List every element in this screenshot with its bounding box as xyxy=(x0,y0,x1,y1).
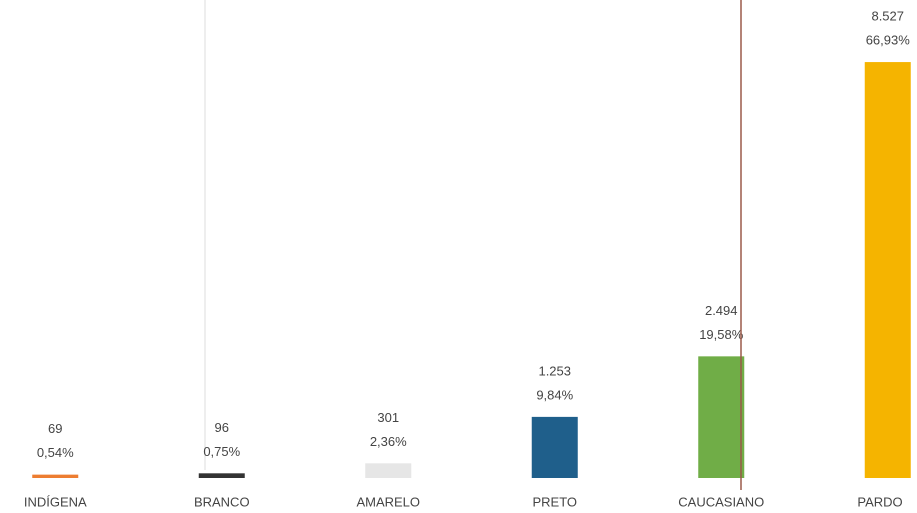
value-label: 301 xyxy=(377,410,399,425)
x-tick-label: INDÍGENA xyxy=(24,494,87,509)
value-label: 69 xyxy=(48,421,62,436)
bar xyxy=(698,356,745,478)
share-label: 0,75% xyxy=(203,444,240,459)
x-tick-label: CAUCASIANO xyxy=(678,494,764,509)
bar xyxy=(531,416,578,478)
x-tick-label: BRANCO xyxy=(194,494,250,509)
bar xyxy=(198,473,245,478)
share-label: 9,84% xyxy=(536,387,573,402)
share-label: 66,93% xyxy=(866,33,911,48)
value-label: 8.527 xyxy=(871,9,904,24)
x-tick-label: PARDO xyxy=(857,494,902,509)
value-label: 96 xyxy=(215,420,229,435)
value-label: 1.253 xyxy=(538,363,571,378)
share-label: 19,58% xyxy=(699,327,744,342)
x-tick-label: PRETO xyxy=(532,494,577,509)
bar xyxy=(864,62,911,478)
bar xyxy=(365,463,412,478)
x-tick-label: AMARELO xyxy=(356,494,420,509)
share-label: 2,36% xyxy=(370,434,407,449)
share-label: 0,54% xyxy=(37,445,74,460)
value-label: 2.494 xyxy=(705,303,738,318)
bar xyxy=(32,474,79,478)
